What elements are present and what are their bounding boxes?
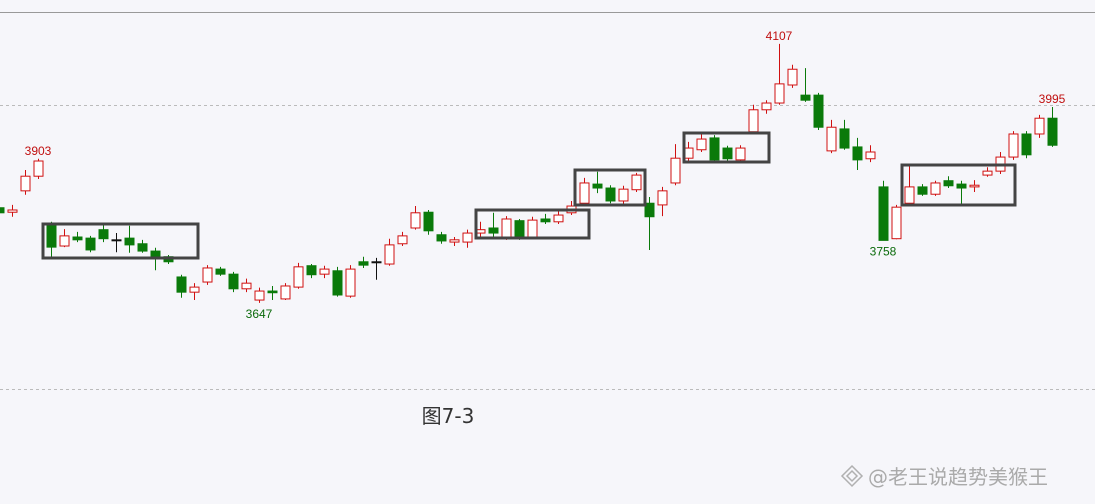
highlight-box <box>474 208 591 240</box>
candle-body <box>371 261 382 264</box>
candle-body <box>215 268 226 275</box>
candle-body <box>917 186 928 195</box>
candle-body <box>735 147 746 161</box>
highlight-box <box>682 131 771 164</box>
candle-body <box>592 183 603 189</box>
candle-body <box>124 237 135 246</box>
candle-body <box>852 146 863 161</box>
candle-body <box>709 137 720 161</box>
candle-body <box>605 187 616 202</box>
candle-body <box>800 94 811 101</box>
annotation: 3995 <box>1039 92 1066 106</box>
candle-body <box>345 268 356 297</box>
candle-body <box>98 229 109 240</box>
candle-body <box>449 239 460 243</box>
annotation: 3903 <box>25 144 52 158</box>
highlight-boxes <box>41 131 1017 260</box>
candle-body <box>722 147 733 160</box>
candle-body <box>436 234 447 242</box>
candle-body <box>982 170 993 176</box>
candle-body <box>501 218 512 238</box>
candle-body <box>813 94 824 128</box>
candle-body <box>1008 133 1019 158</box>
caption: 图7-3 <box>422 404 475 428</box>
candle-body <box>696 138 707 151</box>
candle-body <box>865 151 876 160</box>
candle-body <box>631 174 642 191</box>
candle-body <box>956 183 967 189</box>
candle-body <box>1047 117 1058 146</box>
candle-body <box>85 237 96 251</box>
watermark: @老王说趋势美猴王 <box>868 465 1048 489</box>
candle-body <box>46 224 57 248</box>
highlight-box <box>573 168 647 207</box>
candle-body <box>774 83 785 104</box>
candle-body <box>228 273 239 290</box>
watermark-icon <box>840 464 864 488</box>
candle-body <box>891 206 902 240</box>
candle-body <box>670 157 681 184</box>
candle-body <box>280 285 291 300</box>
candle-body <box>33 160 44 177</box>
annotation: 4107 <box>766 29 793 43</box>
candle-body <box>358 261 369 266</box>
candle-body <box>111 239 122 242</box>
candle-body <box>748 109 759 133</box>
candle-body <box>839 128 850 149</box>
candle-body <box>527 219 538 238</box>
candle-body <box>878 186 889 241</box>
candle-body <box>293 266 304 288</box>
candle-body <box>189 286 200 293</box>
candle-body <box>59 235 70 247</box>
candle-body <box>319 268 330 275</box>
candle-body <box>553 214 564 223</box>
annotation: 3758 <box>870 244 897 258</box>
candle-body <box>306 265 317 276</box>
candle-body <box>1021 133 1032 156</box>
annotation: 3647 <box>246 307 273 321</box>
candle-body <box>423 211 434 232</box>
candle-body <box>930 182 941 195</box>
candle-body <box>397 235 408 245</box>
candle-body <box>943 180 954 187</box>
candle-body <box>267 290 278 294</box>
candle-body <box>969 184 980 188</box>
candle-body <box>618 188 629 202</box>
candle-body <box>384 244 395 265</box>
candle-body <box>904 186 915 204</box>
candle-body <box>540 218 551 223</box>
candle-body <box>514 220 525 238</box>
candle-body <box>7 209 18 213</box>
candle-body <box>254 290 265 301</box>
highlight-box <box>900 163 1017 207</box>
candle-body <box>20 175 31 192</box>
candle-body <box>644 202 655 218</box>
candle-body <box>787 68 798 86</box>
candle-body <box>0 207 5 214</box>
candle-body <box>332 270 343 296</box>
highlight-box <box>41 222 200 260</box>
candle-body <box>241 282 252 290</box>
candle-body <box>579 182 590 204</box>
candle-body <box>72 236 83 241</box>
candle-body <box>488 227 499 234</box>
candle-body <box>137 243 148 252</box>
candle-body <box>410 212 421 229</box>
candle-body <box>761 102 772 111</box>
candle-body <box>202 267 213 283</box>
candle-body <box>176 276 187 293</box>
candle-body <box>462 232 473 243</box>
candle-body <box>657 190 668 206</box>
candle-body <box>1034 117 1045 135</box>
candle-body <box>826 126 837 152</box>
